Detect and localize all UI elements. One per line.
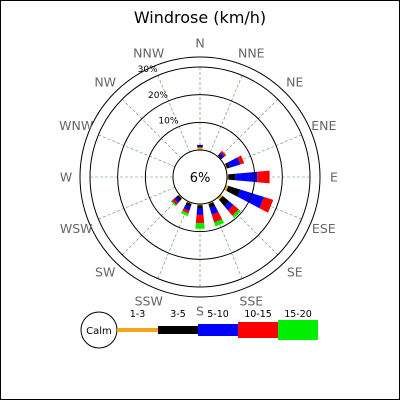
petal-n-bin-2 xyxy=(197,146,203,148)
legend-swatch-4 xyxy=(238,322,278,338)
spoke-sw xyxy=(122,195,182,255)
calm-circle xyxy=(172,149,228,205)
ring-30 xyxy=(89,66,311,288)
petal-ene-bin-4 xyxy=(237,155,245,165)
petal-sw-bin-4 xyxy=(171,198,179,206)
direction-label-e: E xyxy=(330,170,338,185)
petal-s-bin-2 xyxy=(197,205,203,209)
petals xyxy=(170,144,274,229)
direction-label-ssw: SSW xyxy=(135,293,163,308)
petal-sse-bin-5 xyxy=(214,219,225,227)
petal-ssw-bin-2 xyxy=(185,202,192,207)
spoke-ne xyxy=(218,99,278,159)
ring-label-10: 10% xyxy=(158,117,178,127)
petal-ssw-bin-4 xyxy=(182,208,190,214)
direction-label-wnw: WNW xyxy=(59,118,93,133)
ring-20 xyxy=(117,94,283,260)
legend-label-4: 10-15 xyxy=(244,309,272,320)
petal-ese-bin-2 xyxy=(226,185,241,197)
petal-ne-bin-2 xyxy=(217,154,223,160)
spoke-wnw xyxy=(98,134,176,167)
petal-sw-bin-5 xyxy=(170,200,177,207)
direction-label-ene: ENE xyxy=(311,118,336,133)
direction-label-w: W xyxy=(60,170,72,185)
petal-ese-bin-3 xyxy=(237,189,265,209)
petal-se-bin-4 xyxy=(227,204,239,216)
legend-label-1: 1-3 xyxy=(130,309,146,320)
direction-label-sw: SW xyxy=(95,264,115,279)
petal-sw-bin-1 xyxy=(178,194,183,199)
legend-swatch-1 xyxy=(117,328,158,332)
legend-label-2: 3-5 xyxy=(170,309,186,320)
petal-ese-bin-1 xyxy=(223,185,229,191)
spoke-nne xyxy=(210,75,243,153)
spoke-se xyxy=(218,195,278,255)
direction-label-nnw: NNW xyxy=(133,46,164,61)
petal-sw-bin-2 xyxy=(176,195,182,201)
direction-label-ne: NE xyxy=(286,75,303,90)
petal-s-bin-4 xyxy=(195,214,205,224)
petal-se-bin-5 xyxy=(232,209,241,218)
ring-10 xyxy=(144,121,256,233)
chart-title: Windrose (km/h) xyxy=(134,8,266,27)
petal-ssw-bin-3 xyxy=(183,204,191,211)
ring-label-30: 30% xyxy=(138,65,158,75)
petal-ne-bin-3 xyxy=(218,152,225,159)
legend-label-3: 5-10 xyxy=(207,309,229,320)
petal-s-bin-3 xyxy=(196,208,204,215)
direction-label-s: S xyxy=(196,304,204,319)
petal-ne-bin-4 xyxy=(220,150,227,157)
direction-label-se: SE xyxy=(287,264,303,279)
direction-label-n: N xyxy=(195,36,204,51)
petal-sse-bin-3 xyxy=(209,205,219,215)
direction-label-wsw: WSW xyxy=(60,221,93,236)
spoke-wsw xyxy=(98,187,176,220)
spoke-ssw xyxy=(157,201,190,279)
spoke-sse xyxy=(210,201,243,279)
petal-n-bin-1 xyxy=(197,147,203,151)
rings: 10% 20% 30% xyxy=(79,56,321,298)
petal-se-bin-1 xyxy=(217,194,223,200)
legend-swatch-5 xyxy=(278,320,318,340)
spoke-nw xyxy=(122,99,182,159)
legend-swatch-3 xyxy=(198,324,238,336)
petal-n-bin-3 xyxy=(197,144,203,147)
petal-sw-bin-3 xyxy=(173,196,181,204)
petal-se-bin-2 xyxy=(219,196,230,207)
legend-calm-label: Calm xyxy=(86,326,112,337)
direction-label-nw: NW xyxy=(94,75,116,90)
legend-swatch-2 xyxy=(158,326,198,334)
petal-e-bin-3 xyxy=(235,171,258,183)
petal-e-bin-4 xyxy=(257,170,270,184)
petal-ene-bin-3 xyxy=(227,157,241,168)
petal-ssw-bin-5 xyxy=(181,210,189,216)
petal-ese-bin-4 xyxy=(259,196,274,213)
petal-se-bin-3 xyxy=(224,201,234,211)
spoke-nnw xyxy=(157,75,190,153)
petal-sse-bin-2 xyxy=(208,202,216,209)
direction-label-ese: ESE xyxy=(312,221,336,236)
petal-s-bin-5 xyxy=(195,223,205,229)
ring-label-20: 20% xyxy=(148,91,168,101)
direction-labels: N NNE NE ENE E ESE SE SSE S SSW SW WSW W WNW NW NNW xyxy=(59,36,338,319)
petal-ene-bin-2 xyxy=(225,162,230,169)
petal-e-bin-2 xyxy=(228,173,236,181)
legend: Calm 1-3 3-5 5-10 10-15 15-20 xyxy=(80,309,318,349)
spoke-ene xyxy=(224,134,302,167)
direction-label-sse: SSE xyxy=(239,293,263,308)
outer-ring xyxy=(79,56,321,298)
petal-sse-bin-4 xyxy=(211,211,223,223)
direction-label-nne: NNE xyxy=(238,46,265,61)
center-label: 6% xyxy=(190,171,211,186)
legend-label-5: 15-20 xyxy=(284,309,312,320)
